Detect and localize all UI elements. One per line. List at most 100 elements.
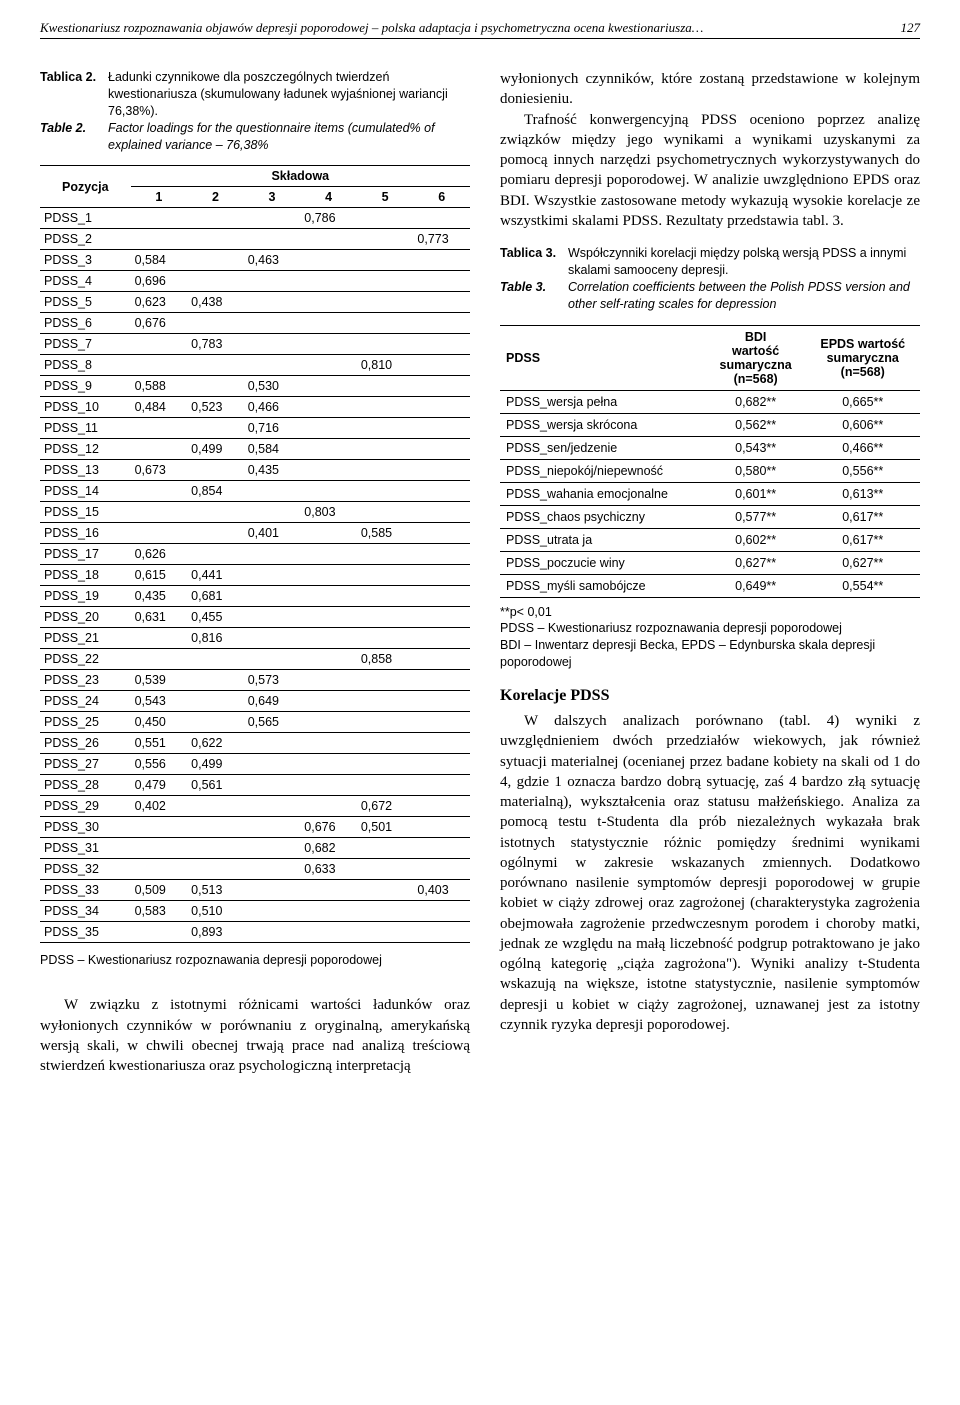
cell-value bbox=[300, 922, 357, 943]
cell-bdi: 0,602** bbox=[706, 528, 806, 551]
cell-value bbox=[413, 292, 470, 313]
col-header-3: 3 bbox=[244, 187, 301, 208]
cell-value bbox=[131, 922, 188, 943]
cell-value: 0,501 bbox=[357, 817, 414, 838]
left-column: Tablica 2. Ładunki czynnikowe dla poszcz… bbox=[40, 69, 470, 1076]
row-name: PDSS_11 bbox=[40, 418, 131, 439]
cell-value bbox=[413, 586, 470, 607]
cell-value bbox=[357, 271, 414, 292]
table-row: PDSS_150,803 bbox=[40, 502, 470, 523]
cell-value bbox=[300, 544, 357, 565]
cell-value bbox=[244, 880, 301, 901]
right-para-2: Trafność konwergencyjną PDSS oceniono po… bbox=[500, 110, 920, 232]
cell-value: 0,783 bbox=[187, 334, 244, 355]
cell-value bbox=[187, 460, 244, 481]
cell-value bbox=[357, 439, 414, 460]
table-row: PDSS_340,5830,510 bbox=[40, 901, 470, 922]
cell-value bbox=[357, 502, 414, 523]
cell-value bbox=[131, 355, 188, 376]
cell-value bbox=[413, 712, 470, 733]
row-name: PDSS_1 bbox=[40, 208, 131, 229]
cell-value: 0,633 bbox=[300, 859, 357, 880]
row-name: PDSS_9 bbox=[40, 376, 131, 397]
caption3-label-pl: Tablica 3. bbox=[500, 245, 562, 279]
table-row: PDSS_60,676 bbox=[40, 313, 470, 334]
cell-value bbox=[244, 334, 301, 355]
cell-value: 0,438 bbox=[187, 292, 244, 313]
table-row: PDSS_70,783 bbox=[40, 334, 470, 355]
cell-value bbox=[413, 460, 470, 481]
cell-value: 0,509 bbox=[131, 880, 188, 901]
table-row: PDSS_140,854 bbox=[40, 481, 470, 502]
row-name: PDSS_31 bbox=[40, 838, 131, 859]
cell-value bbox=[244, 649, 301, 670]
corr-col1-header: PDSS bbox=[500, 325, 706, 390]
row-name: PDSS_19 bbox=[40, 586, 131, 607]
cell-value bbox=[187, 502, 244, 523]
two-column-layout: Tablica 2. Ładunki czynnikowe dla poszcz… bbox=[40, 69, 920, 1076]
caption3-text-pl: Współczynniki korelacji między polską we… bbox=[568, 245, 920, 279]
cell-value bbox=[413, 439, 470, 460]
caption3-text-en: Correlation coefficients between the Pol… bbox=[568, 279, 920, 313]
cell-value bbox=[413, 754, 470, 775]
table3-note-2: PDSS – Kwestionariusz rozpoznawania depr… bbox=[500, 620, 920, 637]
table2-caption: Tablica 2. Ładunki czynnikowe dla poszcz… bbox=[40, 69, 470, 153]
cell-value: 0,530 bbox=[244, 376, 301, 397]
cell-value bbox=[300, 271, 357, 292]
table-row: PDSS_niepokój/niepewność0,580**0,556** bbox=[500, 459, 920, 482]
cell-value bbox=[357, 607, 414, 628]
cell-bdi: 0,682** bbox=[706, 390, 806, 413]
cell-value bbox=[413, 817, 470, 838]
table-row: PDSS_160,4010,585 bbox=[40, 523, 470, 544]
cell-value: 0,573 bbox=[244, 670, 301, 691]
caption3-label-en: Table 3. bbox=[500, 279, 562, 313]
cell-value bbox=[300, 712, 357, 733]
table-row: PDSS_220,858 bbox=[40, 649, 470, 670]
cell-value bbox=[244, 292, 301, 313]
cell-value bbox=[357, 922, 414, 943]
cell-value: 0,513 bbox=[187, 880, 244, 901]
cell-value bbox=[300, 523, 357, 544]
cell-value bbox=[357, 691, 414, 712]
cell-value bbox=[244, 607, 301, 628]
cell-value bbox=[300, 376, 357, 397]
corr-col3-header: EPDS wartość sumaryczna (n=568) bbox=[805, 325, 920, 390]
table-row: PDSS_wersja skrócona0,562**0,606** bbox=[500, 413, 920, 436]
table-row: PDSS_300,6760,501 bbox=[40, 817, 470, 838]
right-para-1: wyłonionych czynników, które zostaną prz… bbox=[500, 69, 920, 110]
cell-value: 0,584 bbox=[244, 439, 301, 460]
cell-value bbox=[131, 418, 188, 439]
running-header: Kwestionariusz rozpoznawania objawów dep… bbox=[40, 20, 920, 39]
cell-value bbox=[244, 271, 301, 292]
table-row: PDSS_260,5510,622 bbox=[40, 733, 470, 754]
row-name: PDSS_poczucie winy bbox=[500, 551, 706, 574]
row-name: PDSS_chaos psychiczny bbox=[500, 505, 706, 528]
cell-bdi: 0,580** bbox=[706, 459, 806, 482]
cell-value: 0,816 bbox=[187, 628, 244, 649]
cell-epds: 0,617** bbox=[805, 528, 920, 551]
table-row: PDSS_280,4790,561 bbox=[40, 775, 470, 796]
cell-value: 0,539 bbox=[131, 670, 188, 691]
cell-value bbox=[300, 628, 357, 649]
cell-value bbox=[131, 208, 188, 229]
table2-note: PDSS – Kwestionariusz rozpoznawania depr… bbox=[40, 953, 470, 967]
cell-value: 0,676 bbox=[131, 313, 188, 334]
cell-value bbox=[244, 544, 301, 565]
col-header-2: 2 bbox=[187, 187, 244, 208]
correlation-table: PDSS BDI wartość sumaryczna (n=568) EPDS… bbox=[500, 325, 920, 598]
cell-value bbox=[131, 523, 188, 544]
cell-value bbox=[413, 376, 470, 397]
table-row: PDSS_50,6230,438 bbox=[40, 292, 470, 313]
cell-value bbox=[300, 229, 357, 250]
cell-value: 0,450 bbox=[131, 712, 188, 733]
row-name: PDSS_10 bbox=[40, 397, 131, 418]
cell-value bbox=[300, 313, 357, 334]
cell-value bbox=[300, 439, 357, 460]
cell-value bbox=[187, 313, 244, 334]
cell-value: 0,585 bbox=[357, 523, 414, 544]
corr-col2-header: BDI wartość sumaryczna (n=568) bbox=[706, 325, 806, 390]
cell-value bbox=[413, 859, 470, 880]
row-name: PDSS_6 bbox=[40, 313, 131, 334]
col-header-5: 5 bbox=[357, 187, 414, 208]
table-row: PDSS_310,682 bbox=[40, 838, 470, 859]
